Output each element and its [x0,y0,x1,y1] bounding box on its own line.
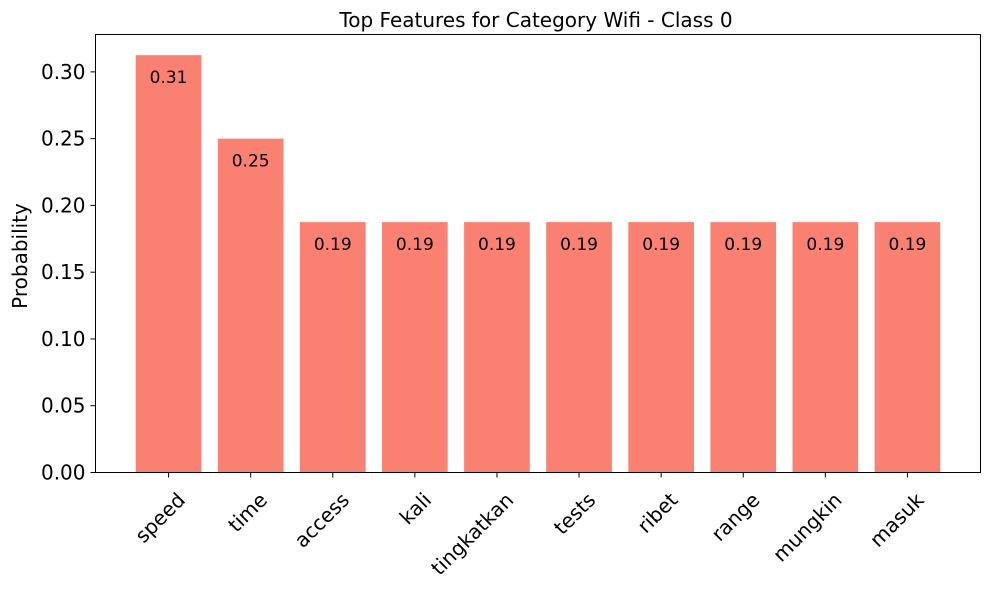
bar-kali [382,222,448,473]
bar-ribet [628,222,694,473]
y-tick-label: 0.25 [41,127,86,151]
bars-group [135,55,941,473]
x-tick-label-access: access [289,488,354,553]
bar-time [217,138,284,473]
y-tick-label: 0.20 [41,193,86,217]
y-axis-label: Probability [8,203,32,309]
plot-frame [95,34,981,473]
x-tick-label-range: range [706,488,764,546]
y-tick-label: 0.10 [41,327,86,351]
y-tick-label: 0.15 [41,260,86,284]
data-label-speed: 0.31 [150,68,188,88]
y-axis: 0.00 0.05 0.10 0.15 0.20 0.25 0.30 [41,60,96,485]
data-label-mungkin: 0.19 [806,235,844,255]
data-label-range: 0.19 [724,235,762,255]
data-label-kali: 0.19 [396,235,434,255]
x-tick-label-mungkin: mungkin [768,488,847,567]
x-tick-label-kali: kali [395,488,436,529]
bar-speed [135,55,202,473]
y-tick-label: 0.30 [41,60,86,84]
data-label-tests: 0.19 [560,235,598,255]
x-tick-label-ribet: ribet [632,488,682,538]
x-tick-label-tests: tests [549,488,600,539]
chart-title: Top Features for Category Wifi - Class 0 [338,8,732,32]
data-labels-group: 0.31 0.25 0.19 0.19 0.19 0.19 0.19 0.19 0.19 0.19 [150,68,927,255]
bar-range [710,222,777,473]
y-tick-label: 0.05 [41,394,86,418]
bar-masuk [874,222,941,473]
data-label-masuk: 0.19 [889,235,927,255]
bar-mungkin [792,222,859,473]
data-label-ribet: 0.19 [642,235,680,255]
y-tick-label: 0.00 [41,461,86,485]
x-tick-label-masuk: masuk [865,488,929,552]
data-label-time: 0.25 [232,152,270,172]
data-label-access: 0.19 [314,235,352,255]
bar-tests [546,222,612,473]
x-tick-label-time: time [223,488,272,537]
bar-tingkatkan [464,222,530,473]
x-tick-label-speed: speed [130,488,190,548]
data-label-tingkatkan: 0.19 [478,235,516,255]
bar-access [299,222,366,473]
x-tick-label-tingkatkan: tingkatkan [426,488,518,580]
